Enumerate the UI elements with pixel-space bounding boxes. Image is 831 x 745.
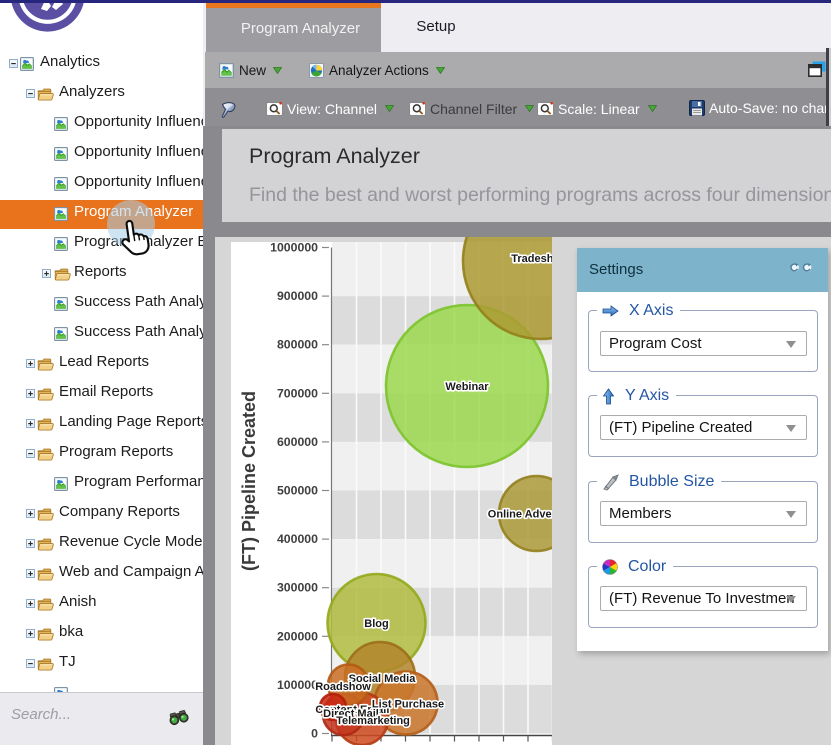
svg-text:List Purchase: List Purchase bbox=[372, 699, 444, 711]
svg-text:400000: 400000 bbox=[277, 532, 318, 546]
svg-text:Telemarketing: Telemarketing bbox=[336, 715, 410, 727]
svg-text:Content Email: Content Email bbox=[315, 704, 389, 716]
svg-text:Tradeshow: Tradeshow bbox=[511, 253, 552, 265]
svg-text:Roadshow: Roadshow bbox=[315, 681, 371, 693]
svg-text:Social Media: Social Media bbox=[349, 673, 417, 685]
svg-text:Online Advertising: Online Advertising bbox=[488, 509, 552, 521]
svg-text:500000: 500000 bbox=[277, 484, 318, 498]
svg-text:Direct Mail: Direct Mail bbox=[323, 708, 379, 720]
svg-text:700000: 700000 bbox=[277, 386, 318, 400]
svg-text:1000000: 1000000 bbox=[270, 241, 318, 255]
svg-text:300000: 300000 bbox=[277, 581, 318, 595]
svg-text:Webinar: Webinar bbox=[445, 381, 489, 393]
svg-text:600000: 600000 bbox=[277, 435, 318, 449]
svg-text:200000: 200000 bbox=[277, 629, 318, 643]
svg-text:100000: 100000 bbox=[277, 678, 318, 692]
svg-text:Blog: Blog bbox=[364, 618, 388, 630]
svg-text:800000: 800000 bbox=[277, 338, 318, 352]
svg-text:0: 0 bbox=[311, 727, 318, 741]
svg-text:(FT) Pipeline Created: (FT) Pipeline Created bbox=[239, 391, 259, 571]
svg-text:900000: 900000 bbox=[277, 289, 318, 303]
